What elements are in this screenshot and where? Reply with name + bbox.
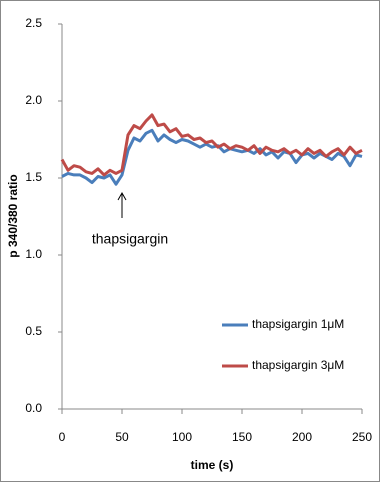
annotation-arrowhead	[117, 191, 127, 201]
y-tick-label: 1.5	[25, 170, 42, 184]
y-tick-label: 0.5	[25, 324, 42, 338]
x-tick-label: 250	[352, 430, 372, 444]
x-tick-label: 100	[172, 430, 192, 444]
y-axis-title: p 340/380 ratio	[6, 174, 20, 257]
y-tick-label: 1.0	[25, 247, 42, 261]
y-tick-label: 0.0	[25, 401, 42, 415]
series-line	[61, 128, 363, 186]
legend-label: thapsigargin 3μM	[252, 358, 344, 372]
y-tick-label: 2.0	[25, 93, 42, 107]
series-line	[60, 113, 363, 177]
y-tick-label: 2.5	[25, 16, 42, 30]
legend-label: thapsigargin 1μM	[252, 317, 344, 331]
x-tick-label: 150	[232, 430, 252, 444]
x-tick-label: 50	[115, 430, 129, 444]
annotation: thapsigargin	[92, 231, 168, 247]
x-tick-label: 0	[59, 430, 66, 444]
x-axis-title: time (s)	[191, 458, 234, 472]
x-tick-label: 200	[292, 430, 312, 444]
